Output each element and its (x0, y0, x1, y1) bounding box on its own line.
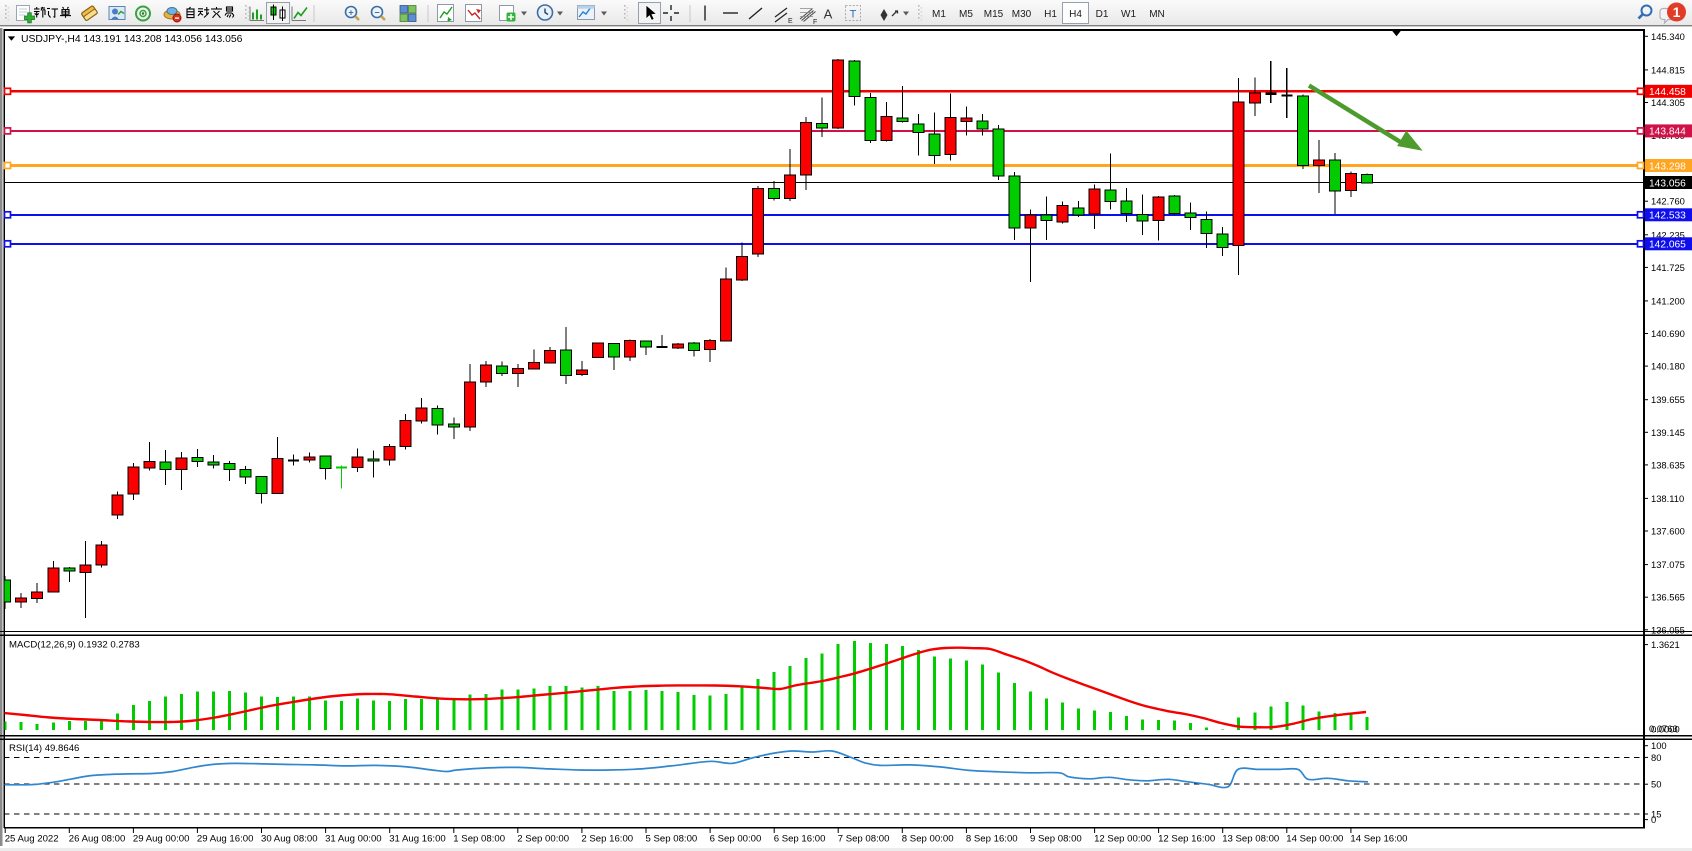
svg-text:29 Aug 16:00: 29 Aug 16:00 (197, 834, 254, 845)
svg-text:145.340: 145.340 (1651, 31, 1685, 42)
svg-text:0.0763: 0.0763 (1649, 723, 1678, 734)
svg-text:31 Aug 16:00: 31 Aug 16:00 (389, 834, 446, 845)
svg-text:144.815: 144.815 (1651, 64, 1685, 75)
svg-text:142.065: 142.065 (1649, 240, 1686, 251)
svg-text:14 Sep 16:00: 14 Sep 16:00 (1350, 834, 1407, 845)
svg-text:13 Sep 08:00: 13 Sep 08:00 (1222, 834, 1279, 845)
svg-text:25 Aug 2022: 25 Aug 2022 (5, 834, 59, 845)
svg-text:F: F (813, 19, 817, 26)
svg-text:143.298: 143.298 (1649, 161, 1686, 172)
svg-text:1.3621: 1.3621 (1651, 639, 1680, 650)
svg-text:80: 80 (1651, 752, 1661, 763)
svg-text:142.533: 142.533 (1649, 211, 1686, 222)
svg-text:29 Aug 00:00: 29 Aug 00:00 (133, 834, 190, 845)
svg-text:139.145: 139.145 (1651, 427, 1685, 438)
svg-text:140.690: 140.690 (1651, 328, 1685, 339)
svg-text:141.725: 141.725 (1651, 262, 1685, 273)
svg-text:136.055: 136.055 (1651, 624, 1685, 635)
svg-text:31 Aug 00:00: 31 Aug 00:00 (325, 834, 382, 845)
svg-text:H4: H4 (1069, 9, 1082, 20)
svg-text:6 Sep 16:00: 6 Sep 16:00 (774, 834, 826, 845)
svg-text:141.200: 141.200 (1651, 295, 1685, 306)
svg-text:0.0000: 0.0000 (1651, 724, 1680, 735)
svg-text:138.635: 138.635 (1651, 459, 1685, 470)
svg-text:RSI(14) 49.8646: RSI(14) 49.8646 (9, 743, 79, 754)
svg-text:140.180: 140.180 (1651, 361, 1685, 372)
svg-text:M1: M1 (932, 9, 946, 20)
svg-text:A: A (824, 7, 833, 22)
svg-text:USDJPY-,H4 143.191 143.208 14: USDJPY-,H4 143.191 143.208 143.056 143.0… (21, 34, 243, 45)
svg-text:H1: H1 (1044, 9, 1057, 20)
svg-text:T: T (850, 9, 857, 21)
svg-text:M15: M15 (984, 9, 1004, 20)
svg-text:MACD(12,26,9) 0.1932 0.2783: MACD(12,26,9) 0.1932 0.2783 (9, 640, 140, 651)
svg-text:143.844: 143.844 (1649, 127, 1686, 138)
svg-text:0: 0 (1651, 814, 1656, 825)
svg-text:138.110: 138.110 (1651, 493, 1684, 504)
svg-text:142.235: 142.235 (1651, 229, 1685, 240)
svg-text:M5: M5 (959, 9, 973, 20)
svg-text:M30: M30 (1012, 9, 1032, 20)
svg-text:7 Sep 08:00: 7 Sep 08:00 (838, 834, 890, 845)
svg-text:100: 100 (1651, 740, 1667, 751)
svg-text:E: E (788, 18, 793, 25)
svg-text:143.056: 143.056 (1649, 178, 1686, 189)
svg-text:2 Sep 16:00: 2 Sep 16:00 (581, 834, 633, 845)
svg-text:137.600: 137.600 (1651, 526, 1685, 537)
svg-text:1: 1 (1673, 4, 1681, 20)
svg-text:9 Sep 08:00: 9 Sep 08:00 (1030, 834, 1082, 845)
svg-text:15: 15 (1651, 809, 1661, 820)
svg-text:+: + (348, 8, 353, 18)
svg-text:6 Sep 00:00: 6 Sep 00:00 (710, 834, 762, 845)
svg-text:12 Sep 16:00: 12 Sep 16:00 (1158, 834, 1215, 845)
svg-text:14 Sep 00:00: 14 Sep 00:00 (1286, 834, 1343, 845)
svg-text:26 Aug 08:00: 26 Aug 08:00 (69, 834, 126, 845)
svg-text:50: 50 (1651, 779, 1661, 790)
svg-text:W1: W1 (1121, 9, 1136, 20)
svg-text:144.305: 144.305 (1651, 97, 1685, 108)
svg-text:2 Sep 00:00: 2 Sep 00:00 (517, 834, 569, 845)
svg-text:8 Sep 00:00: 8 Sep 00:00 (902, 834, 954, 845)
svg-text:144.458: 144.458 (1649, 87, 1686, 98)
svg-text:D1: D1 (1096, 9, 1109, 20)
svg-text:MN: MN (1149, 9, 1165, 20)
svg-text:5 Sep 08:00: 5 Sep 08:00 (646, 834, 698, 845)
svg-text:137.075: 137.075 (1651, 559, 1685, 570)
svg-text:−: − (374, 8, 379, 18)
svg-text:12 Sep 00:00: 12 Sep 00:00 (1094, 834, 1151, 845)
svg-text:30 Aug 08:00: 30 Aug 08:00 (261, 834, 318, 845)
svg-text:142.760: 142.760 (1651, 196, 1685, 207)
svg-text:8 Sep 16:00: 8 Sep 16:00 (966, 834, 1018, 845)
svg-text:1 Sep 08:00: 1 Sep 08:00 (453, 834, 505, 845)
svg-text:136.565: 136.565 (1651, 592, 1685, 603)
svg-text:139.655: 139.655 (1651, 394, 1685, 405)
